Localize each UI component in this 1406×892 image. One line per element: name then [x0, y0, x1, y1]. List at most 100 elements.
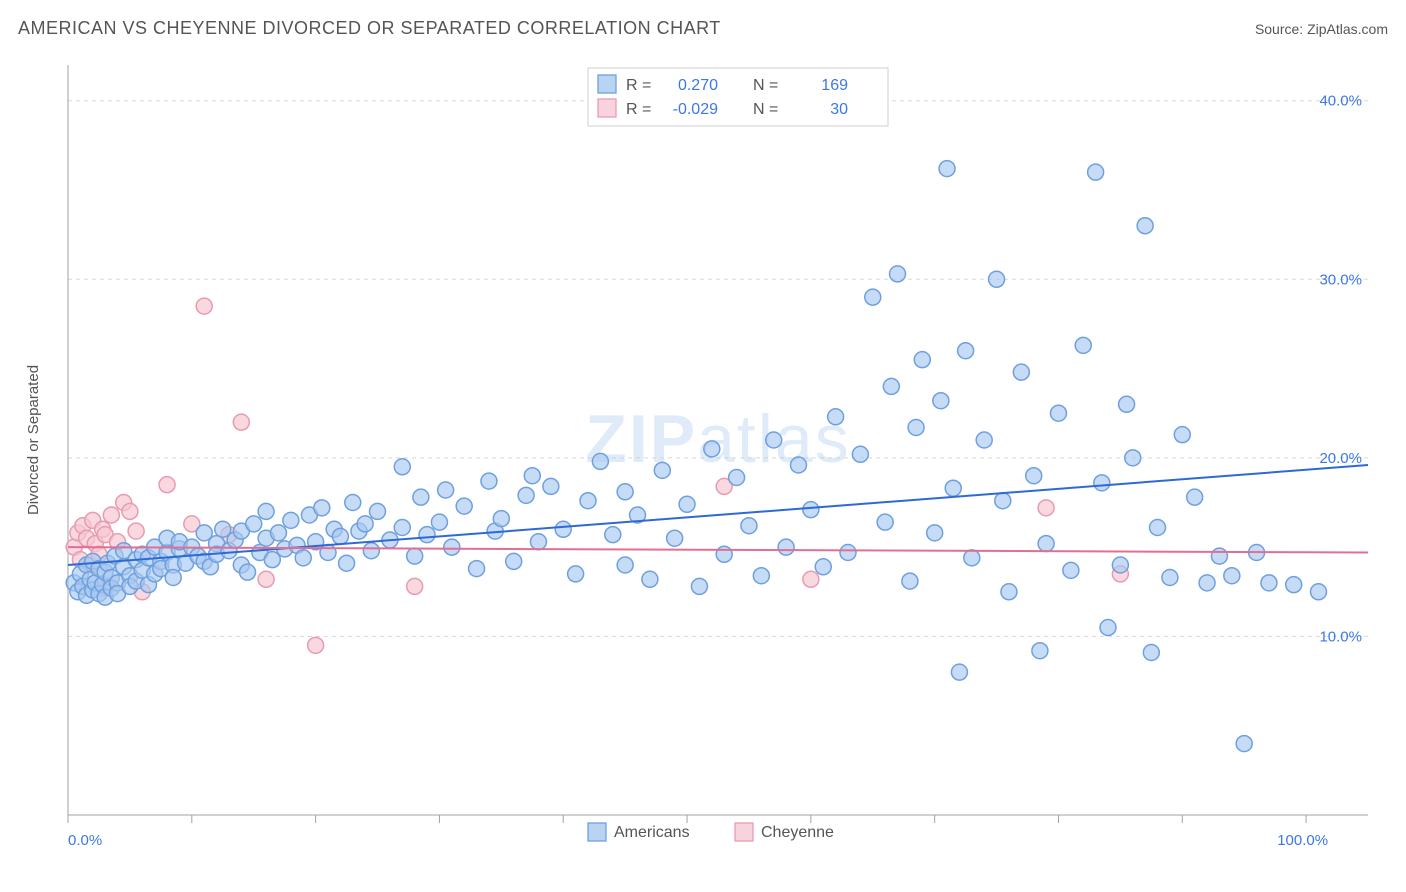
- scatter-point-americans: [945, 480, 961, 496]
- scatter-point-americans: [729, 470, 745, 486]
- scatter-point-americans: [1286, 577, 1302, 593]
- scatter-point-americans: [469, 561, 485, 577]
- legend-n-value: 169: [821, 77, 848, 94]
- scatter-point-americans: [741, 518, 757, 534]
- scatter-point-americans: [958, 343, 974, 359]
- scatter-point-americans: [394, 459, 410, 475]
- scatter-point-americans: [803, 502, 819, 518]
- scatter-point-americans: [951, 664, 967, 680]
- scatter-point-americans: [865, 289, 881, 305]
- scatter-point-americans: [976, 432, 992, 448]
- scatter-point-americans: [1187, 489, 1203, 505]
- scatter-point-americans: [1137, 218, 1153, 234]
- scatter-point-americans: [1063, 562, 1079, 578]
- scatter-point-cheyenne: [308, 637, 324, 653]
- scatter-point-americans: [345, 495, 361, 511]
- scatter-point-americans: [1100, 620, 1116, 636]
- x-right-label: 100.0%: [1277, 832, 1328, 849]
- legend-bottom-label: Americans: [614, 824, 690, 841]
- scatter-point-americans: [939, 161, 955, 177]
- scatter-point-americans: [413, 489, 429, 505]
- scatter-point-americans: [1150, 520, 1166, 536]
- scatter-point-americans: [933, 393, 949, 409]
- scatter-point-americans: [320, 545, 336, 561]
- chart-source: Source: ZipAtlas.com: [1255, 21, 1388, 37]
- scatter-point-americans: [555, 521, 571, 537]
- scatter-point-americans: [852, 446, 868, 462]
- scatter-point-americans: [908, 420, 924, 436]
- legend-n-label: N =: [753, 77, 778, 94]
- chart-container: 10.0%20.0%30.0%40.0%ZIPatlasDivorced or …: [18, 55, 1388, 882]
- scatter-point-americans: [258, 503, 274, 519]
- scatter-point-americans: [493, 511, 509, 527]
- scatter-point-americans: [1174, 427, 1190, 443]
- scatter-point-americans: [704, 441, 720, 457]
- scatter-point-americans: [481, 473, 497, 489]
- y-tick-label: 30.0%: [1319, 271, 1362, 288]
- scatter-point-americans: [617, 484, 633, 500]
- scatter-point-americans: [1261, 575, 1277, 591]
- scatter-point-americans: [1199, 575, 1215, 591]
- scatter-point-americans: [840, 545, 856, 561]
- scatter-point-americans: [407, 548, 423, 564]
- x-left-label: 0.0%: [68, 832, 102, 849]
- scatter-point-americans: [568, 566, 584, 582]
- scatter-point-americans: [1038, 536, 1054, 552]
- legend-r-label: R =: [626, 101, 651, 118]
- legend-n-label: N =: [753, 101, 778, 118]
- scatter-point-cheyenne: [122, 503, 138, 519]
- scatter-point-cheyenne: [1038, 500, 1054, 516]
- scatter-point-americans: [431, 514, 447, 530]
- scatter-point-americans: [1094, 475, 1110, 491]
- scatter-point-americans: [1125, 450, 1141, 466]
- scatter-point-americans: [902, 573, 918, 589]
- scatter-point-americans: [295, 550, 311, 566]
- scatter-point-americans: [815, 559, 831, 575]
- legend-r-value: -0.029: [673, 101, 718, 118]
- scatter-point-americans: [524, 468, 540, 484]
- scatter-point-americans: [753, 568, 769, 584]
- scatter-point-americans: [1310, 584, 1326, 600]
- watermark: ZIPatlas: [585, 401, 850, 477]
- scatter-point-americans: [679, 496, 695, 512]
- scatter-point-americans: [1162, 570, 1178, 586]
- scatter-point-americans: [314, 500, 330, 516]
- y-tick-label: 10.0%: [1319, 628, 1362, 645]
- scatter-point-americans: [518, 487, 534, 503]
- legend-r-value: 0.270: [678, 77, 718, 94]
- scatter-point-americans: [1032, 643, 1048, 659]
- scatter-point-americans: [1236, 736, 1252, 752]
- scatter-point-americans: [1026, 468, 1042, 484]
- scatter-point-americans: [667, 530, 683, 546]
- scatter-point-americans: [1075, 337, 1091, 353]
- legend-bottom-swatch: [735, 823, 753, 841]
- scatter-point-americans: [394, 520, 410, 536]
- scatter-point-americans: [964, 550, 980, 566]
- y-tick-label: 20.0%: [1319, 450, 1362, 467]
- scatter-point-americans: [654, 462, 670, 478]
- scatter-point-americans: [592, 453, 608, 469]
- scatter-point-americans: [444, 539, 460, 555]
- scatter-point-americans: [1001, 584, 1017, 600]
- legend-swatch: [598, 75, 616, 93]
- scatter-point-americans: [1050, 405, 1066, 421]
- scatter-point-americans: [1143, 645, 1159, 661]
- scatter-point-americans: [927, 525, 943, 541]
- scatter-point-americans: [370, 503, 386, 519]
- scatter-point-cheyenne: [258, 571, 274, 587]
- scatter-point-americans: [1119, 396, 1135, 412]
- scatter-point-americans: [506, 553, 522, 569]
- scatter-point-americans: [716, 546, 732, 562]
- scatter-point-americans: [246, 516, 262, 532]
- scatter-point-cheyenne: [407, 578, 423, 594]
- scatter-point-cheyenne: [196, 298, 212, 314]
- scatter-point-cheyenne: [233, 414, 249, 430]
- chart-title: AMERICAN VS CHEYENNE DIVORCED OR SEPARAT…: [18, 18, 721, 39]
- y-tick-label: 40.0%: [1319, 93, 1362, 110]
- scatter-point-americans: [995, 493, 1011, 509]
- scatter-point-americans: [890, 266, 906, 282]
- scatter-point-americans: [363, 543, 379, 559]
- scatter-point-cheyenne: [803, 571, 819, 587]
- scatter-point-americans: [642, 571, 658, 587]
- scatter-point-americans: [617, 557, 633, 573]
